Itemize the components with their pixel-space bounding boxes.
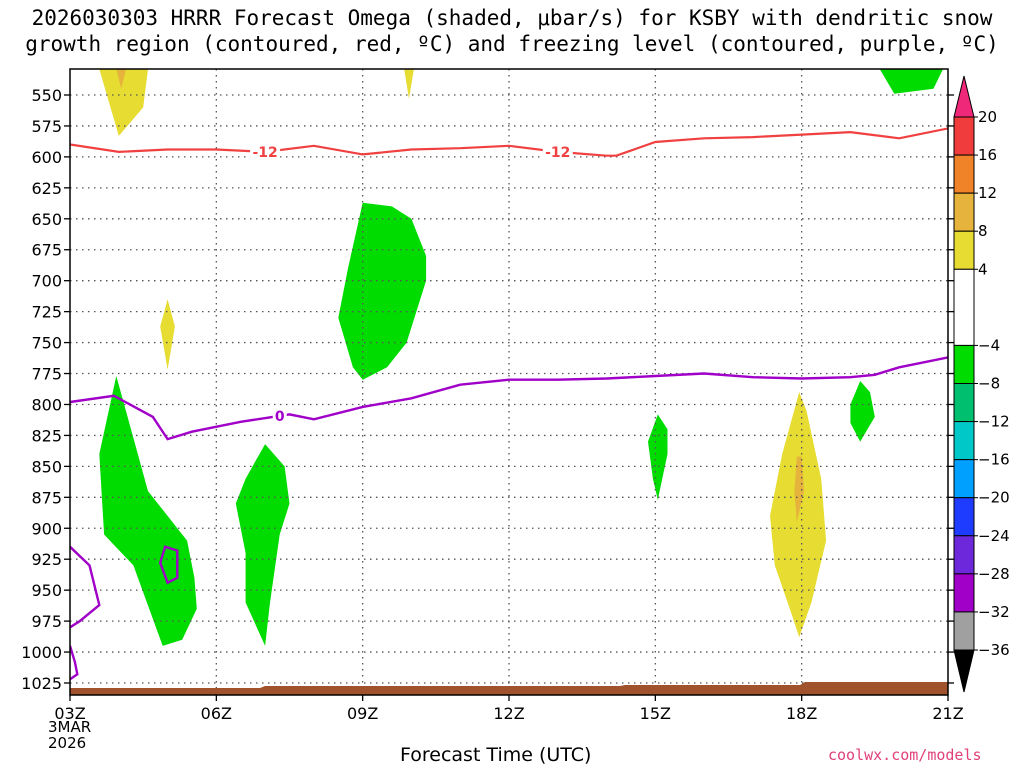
y-tick-label: 575: [31, 117, 62, 136]
colorbar-bottom-triangle: [953, 649, 975, 693]
colorbar-bin-4: [953, 268, 975, 346]
plot-area: -12 -12 0: [70, 69, 948, 695]
colorbar-top-triangle: [953, 75, 975, 118]
omega-region-orange-03z-top: [116, 69, 127, 89]
colorbar-label: −4: [978, 336, 1000, 354]
x-tick-label: 03Z: [54, 704, 85, 723]
x-tick-label: 06Z: [201, 704, 232, 723]
colorbar-label: 12: [978, 184, 997, 202]
start-date-year: 2026: [48, 734, 87, 752]
omega-region-green-04z-low: [99, 376, 197, 646]
y-tick-label: 800: [31, 395, 62, 414]
freezing-level-line: [70, 356, 948, 441]
colorbar-label: 8: [978, 222, 988, 240]
omega-region-yellow-03z-top: [99, 69, 148, 136]
colorbar-bin-3: [953, 230, 975, 270]
colorbar-bin-7: [953, 421, 975, 461]
colorbar-bin-2: [953, 192, 975, 232]
chart-title-line-1: 2026030303 HRRR Forecast Omega (shaded, …: [31, 6, 993, 30]
dgz-contour-minus12: [70, 127, 948, 157]
colorbar-label: −32: [978, 603, 1010, 621]
dgz-label-bg: [542, 143, 573, 160]
y-tick-label: 975: [31, 612, 62, 631]
x-tick-label: 21Z: [932, 704, 963, 723]
freezing-label-bg: [272, 407, 287, 424]
terrain-strip: [70, 682, 948, 695]
source-credit: coolwx.com/models: [828, 746, 982, 764]
colorbar-bin-1: [953, 154, 975, 194]
y-tick-label: 875: [31, 488, 62, 507]
y-tick-label: 600: [31, 148, 62, 167]
y-tick-label: 1000: [21, 643, 62, 662]
colorbar-bin-10: [953, 535, 975, 575]
y-tick-label: 750: [31, 334, 62, 353]
colorbar-bin-5: [953, 344, 975, 384]
x-tick-label: 15Z: [640, 704, 671, 723]
y-tick-label: 775: [31, 365, 62, 384]
dgz-contour-label: -12: [545, 145, 570, 161]
freezing-level-left-segment: [70, 545, 101, 629]
omega-region-yellow-05z-mid: [160, 299, 175, 370]
freezing-level-bottom-segment: [70, 645, 79, 681]
y-tick-label: 650: [31, 210, 62, 229]
y-tick-label: 700: [31, 272, 62, 291]
omega-region-yellow-10z-top: [404, 69, 414, 99]
colorbar-bin-9: [953, 497, 975, 537]
colorbar-label: −36: [978, 641, 1010, 659]
y-tick-label: 825: [31, 426, 62, 445]
colorbar-bin-11: [953, 573, 975, 613]
dgz-contour-label: -12: [252, 145, 277, 161]
colorbar-label: 16: [978, 146, 997, 164]
colorbar-bin-0: [953, 116, 975, 156]
colorbar-label: −8: [978, 375, 1000, 393]
colorbar-label: 4: [978, 260, 988, 278]
colorbar-label: −16: [978, 451, 1010, 469]
colorbar-label: −24: [978, 527, 1010, 545]
x-axis-label: Forecast Time (UTC): [400, 744, 592, 766]
colorbar-bin-8: [953, 459, 975, 499]
y-tick-label: 900: [31, 519, 62, 538]
y-tick-label: 925: [31, 550, 62, 569]
x-tick-label: 18Z: [786, 704, 817, 723]
freezing-level-label: 0: [275, 409, 285, 425]
freezing-level-loop: [158, 545, 179, 585]
colorbar-label: −28: [978, 565, 1010, 583]
omega-region-green-19z-top: [879, 69, 944, 94]
colorbar: 20 16 12 8 4 −4 −8 −12 −16 −20 −24 −28 −32 −36: [953, 75, 1010, 693]
colorbar-label: −12: [978, 413, 1010, 431]
chart-title-line-2: growth region (contoured, red, ºC) and f…: [25, 32, 999, 56]
y-tick-label: 725: [31, 303, 62, 322]
y-tick-label: 550: [31, 86, 62, 105]
omega-region-orange-18z: [794, 456, 805, 523]
omega-region-green-15z: [648, 414, 668, 500]
omega-region-green-19z-low: [850, 381, 875, 442]
omega-region-green-09z-mid: [338, 202, 427, 380]
y-tick-label: 1025: [21, 674, 62, 693]
y-tick-label: 850: [31, 457, 62, 476]
dgz-label-bg: [250, 143, 281, 160]
colorbar-label: −20: [978, 489, 1010, 507]
colorbar-label: 20: [978, 108, 997, 126]
start-date-day: 3MAR: [48, 718, 92, 736]
y-tick-label: 950: [31, 581, 62, 600]
omega-region-green-07z-low: [235, 444, 290, 646]
x-tick-label: 09Z: [347, 704, 378, 723]
y-tick-label: 675: [31, 241, 62, 260]
x-tick-label: 12Z: [493, 704, 524, 723]
y-tick-label: 625: [31, 179, 62, 198]
colorbar-bin-12: [953, 611, 975, 651]
colorbar-bin-6: [953, 383, 975, 423]
